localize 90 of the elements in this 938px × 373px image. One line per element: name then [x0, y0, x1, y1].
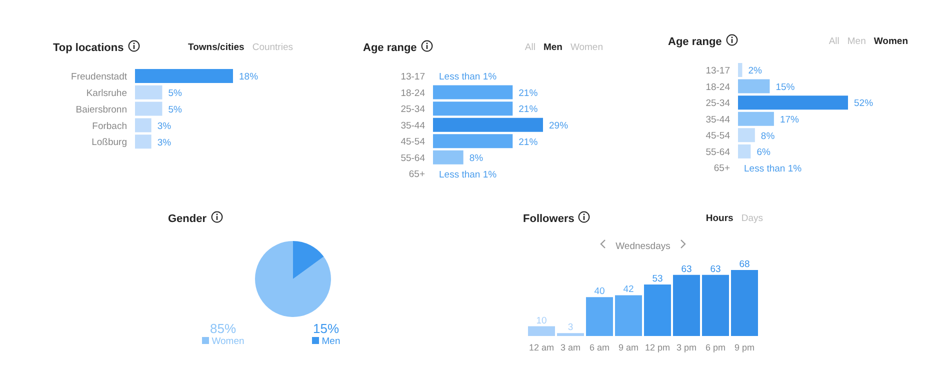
data-label: 29%: [549, 120, 569, 132]
y-tick-label: 25-34: [400, 104, 425, 116]
y-tick-label: Loßburg: [92, 137, 127, 148]
bar: [738, 96, 848, 110]
text: Hours: [706, 212, 734, 224]
text: Less than 1%: [439, 169, 497, 180]
y-tick-label: 55-64: [706, 146, 730, 158]
pie-slice: [255, 241, 331, 317]
y-tick-label: 45-54: [706, 130, 730, 142]
chart-title: Gender: [168, 212, 208, 225]
text: All: [524, 42, 536, 52]
data-label: 21%: [518, 136, 538, 148]
y-tick-label: 35-44: [400, 120, 425, 132]
text: Women: [570, 42, 603, 52]
y-tick-label: 65+: [714, 163, 730, 174]
bar: [731, 270, 758, 336]
text: Men: [847, 36, 866, 46]
text: Men: [543, 42, 562, 52]
bar: [528, 326, 555, 336]
bar: [738, 128, 755, 142]
data-label: 53: [652, 274, 663, 285]
y-tick-label: 45-54: [400, 136, 425, 148]
bar: [615, 295, 642, 336]
text: Days: [741, 212, 763, 224]
data-label: 3%: [157, 120, 172, 132]
chart-title: Followers: [523, 212, 576, 225]
data-label: 17%: [780, 114, 800, 126]
text: Towns/cities: [188, 42, 244, 52]
bar: [738, 144, 751, 158]
text: Countries: [252, 42, 293, 52]
data-label: 40: [594, 286, 605, 298]
x-tick-label: 12 am: [528, 342, 554, 352]
data-label: 18%: [239, 72, 259, 83]
data-label: 8%: [760, 130, 776, 142]
data-label: 21%: [518, 104, 538, 116]
data-label: 63: [681, 264, 692, 275]
x-tick-label: 6 am: [589, 342, 610, 352]
y-tick-label: Karlsruhe: [86, 88, 127, 99]
data-label: 3%: [157, 137, 172, 148]
y-tick-label: 13-17: [400, 72, 425, 83]
data-label: 52%: [854, 98, 874, 110]
y-tick-label: 18-24: [400, 88, 425, 99]
x-tick-label: 3 am: [560, 342, 581, 352]
y-tick-label: 65+: [408, 169, 426, 180]
bar: [738, 63, 742, 77]
data-label: 2%: [748, 66, 763, 77]
y-tick-label: 18-24: [706, 82, 730, 93]
data-label: 6%: [756, 147, 771, 158]
x-tick-label: 6 pm: [705, 342, 726, 352]
data-label: 5%: [168, 104, 183, 116]
bar: [738, 112, 774, 126]
data-label: 15%: [776, 82, 796, 93]
chart-title: Age range: [363, 41, 418, 54]
legend-label: Men: [320, 336, 342, 347]
data-label: 42: [623, 284, 634, 296]
x-tick-label: 9 am: [618, 342, 639, 352]
y-tick-label: 25-34: [706, 98, 730, 110]
y-tick-label: Forbach: [92, 120, 127, 132]
data-label: 15%: [312, 321, 340, 336]
y-tick-label: 13-17: [706, 66, 730, 77]
chart-subtitle: Wednesdays: [614, 240, 672, 252]
x-tick-label: 3 pm: [676, 342, 697, 352]
data-label: 21%: [518, 88, 538, 99]
text: Women: [874, 36, 908, 46]
pie-slice: [293, 241, 324, 279]
text: Less than 1%: [439, 72, 497, 83]
data-label: 63: [710, 264, 721, 275]
y-tick-label: 55-64: [400, 152, 425, 164]
data-label: 85%: [208, 321, 238, 336]
bar: [644, 284, 671, 336]
text: Less than 1%: [744, 163, 802, 174]
bar: [673, 274, 700, 336]
bar: [586, 297, 613, 336]
y-tick-label: Baiersbronn: [76, 104, 127, 116]
legend-label: Women: [210, 336, 246, 347]
y-tick-label: 35-44: [706, 114, 730, 126]
bar: [557, 333, 584, 336]
y-tick-label: Freudenstadt: [71, 72, 128, 83]
data-label: 10: [536, 315, 547, 326]
data-label: 68: [739, 259, 750, 270]
bar: [738, 79, 770, 94]
x-tick-label: 9 pm: [734, 342, 755, 352]
text: All: [828, 36, 840, 46]
data-label: 3: [568, 322, 574, 334]
data-label: 8%: [469, 153, 484, 164]
chart-title: Age range: [668, 35, 723, 48]
bar: [702, 274, 729, 336]
chart-title: Top locations: [53, 41, 125, 54]
data-label: 5%: [168, 88, 183, 100]
x-tick-label: 12 pm: [644, 342, 670, 352]
